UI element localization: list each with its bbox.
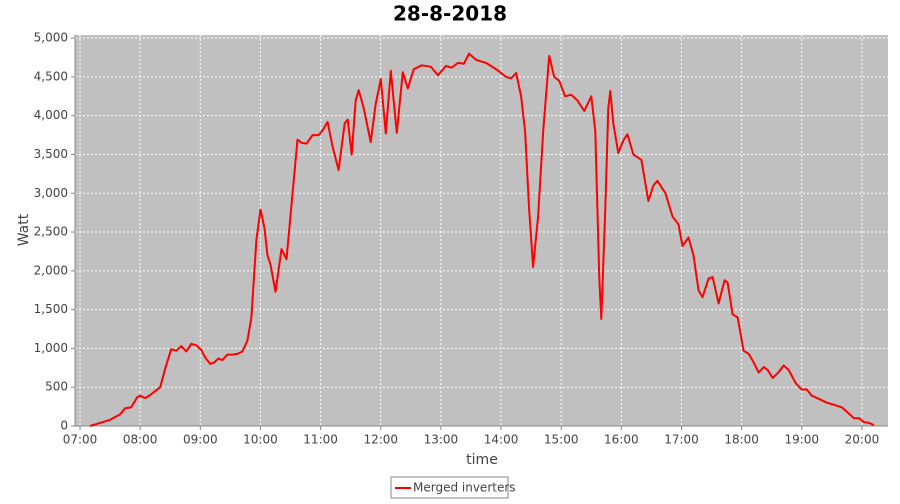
legend-label: Merged inverters — [413, 481, 516, 495]
y-tick-label: 0 — [60, 419, 68, 433]
line-series — [89, 52, 875, 427]
y-tick-label: 5,000 — [34, 31, 68, 45]
x-tick-label: 14:00 — [484, 433, 519, 447]
x-tick-label: 11:00 — [303, 433, 338, 447]
y-tick-label: 4,500 — [34, 69, 68, 83]
y-tick-label: 500 — [45, 380, 68, 394]
x-tick-label: 12:00 — [363, 433, 398, 447]
y-axis-title: Watt — [16, 213, 32, 246]
chart-title: 28-8-2018 — [393, 2, 507, 26]
x-tick-label: 17:00 — [664, 433, 699, 447]
y-tick-label: 1,000 — [34, 341, 68, 355]
legend-box — [390, 476, 509, 499]
x-tick-label: 19:00 — [784, 433, 819, 447]
x-tick-label: 07:00 — [63, 433, 98, 447]
x-tick-label: 10:00 — [243, 433, 278, 447]
y-tick-label: 3,500 — [34, 147, 68, 161]
y-tick-label: 3,000 — [34, 186, 68, 200]
x-tick-label: 16:00 — [604, 433, 639, 447]
x-tick-label: 20:00 — [845, 433, 880, 447]
x-axis-title: time — [466, 452, 498, 468]
y-tick-label: 1,500 — [34, 302, 68, 316]
x-tick-label: 09:00 — [183, 433, 218, 447]
x-tick-label: 08:00 — [123, 433, 158, 447]
x-tick-label: 18:00 — [724, 433, 759, 447]
y-tick-label: 2,000 — [34, 263, 68, 277]
y-tick-label: 4,000 — [34, 108, 68, 122]
plot-area — [75, 35, 888, 426]
x-tick-label: 15:00 — [544, 433, 579, 447]
x-tick-label: 13:00 — [424, 433, 459, 447]
y-tick-label: 2,500 — [34, 225, 68, 239]
